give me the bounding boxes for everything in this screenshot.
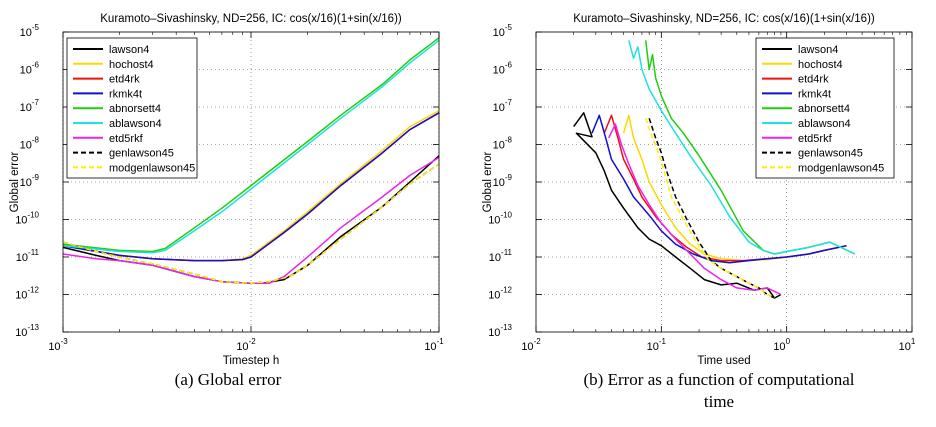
caption-2-line-1: (b) Error as a function of computational <box>584 370 855 389</box>
x-tick-label: 10-3 <box>48 337 68 353</box>
series-line-abnorsett4 <box>62 37 440 253</box>
series-line-ablawson4 <box>628 40 856 255</box>
x-tick-label: 10-1 <box>647 337 667 353</box>
y-tick-label: 10-12 <box>15 286 39 302</box>
y-axis-label: Global error <box>482 151 494 212</box>
legend-label-etd5rkf: etd5rkf <box>109 133 144 145</box>
legend-label-genlawson45: genlawson45 <box>109 148 174 160</box>
legend-label-modgenlawson45: modgenlawson45 <box>109 162 195 174</box>
series-line-rkmk4t <box>62 112 440 262</box>
legend-label-ablawson4: ablawson4 <box>109 118 162 130</box>
x-tick-label: 100 <box>773 337 790 353</box>
legend-label-abnorsett4: abnorsett4 <box>109 103 161 115</box>
y-tick-label: 10-6 <box>493 61 513 77</box>
legend-label-etd4rk: etd4rk <box>798 74 829 86</box>
legend-label-genlawson45: genlawson45 <box>798 148 863 160</box>
y-tick-label: 10-13 <box>15 323 39 339</box>
chart-title: Kuramoto–Sivashinsky, ND=256, IC: cos(x/… <box>100 13 402 25</box>
y-tick-label: 10-5 <box>20 23 40 39</box>
legend-label-rkmk4t: rkmk4t <box>109 88 142 100</box>
legend-label-lawson4: lawson4 <box>109 44 149 56</box>
caption-1-line-1: (a) Global error <box>175 370 282 389</box>
legend-label-ablawson4: ablawson4 <box>798 118 851 130</box>
legend-label-hochost4: hochost4 <box>798 59 843 71</box>
legend-label-lawson4: lawson4 <box>798 44 838 56</box>
minor-ticks <box>573 32 907 332</box>
legend: lawson4 hochost4 etd4rk rkmk4t abnorsett4 abl… <box>755 37 895 179</box>
y-tick-label: 10-13 <box>488 323 512 339</box>
y-tick-label: 10-11 <box>16 248 40 264</box>
x-axis-label: Time used <box>697 355 750 367</box>
chart-title: Kuramoto–Sivashinsky, ND=256, IC: cos(x/… <box>573 13 875 25</box>
legend-label-modgenlawson45: modgenlawson45 <box>798 162 884 174</box>
x-tick-label: 10-1 <box>424 337 444 353</box>
legend-label-etd5rkf: etd5rkf <box>798 133 833 145</box>
series-group <box>573 40 856 299</box>
x-tick-label: 101 <box>899 337 916 353</box>
minor-ticks <box>119 32 431 332</box>
legend-label-rkmk4t: rkmk4t <box>798 88 831 100</box>
caption-2-line-2: time <box>704 392 734 411</box>
legend: lawson4 hochost4 etd4rk rkmk4t abnorsett4 abl… <box>66 37 198 179</box>
legend-label-abnorsett4: abnorsett4 <box>798 103 850 115</box>
series-group <box>62 37 440 284</box>
x-tick-label: 10-2 <box>521 337 541 353</box>
chart-panel-2: 10-2 10-1 100 10110-1310-1210-1110-1010-910… <box>482 13 916 367</box>
series-line-modgenlawson45 <box>62 163 440 284</box>
y-tick-label: 10-11 <box>489 248 513 264</box>
series-line-ablawson4 <box>62 39 440 254</box>
y-tick-label: 10-5 <box>493 23 513 39</box>
series-line-etd5rkf <box>608 123 782 296</box>
y-tick-label: 10-8 <box>493 136 513 152</box>
series-line-lawson4 <box>573 112 782 299</box>
y-tick-label: 10-7 <box>493 98 513 114</box>
y-tick-label: 10-7 <box>20 98 40 114</box>
y-tick-label: 10-12 <box>488 286 512 302</box>
y-tick-label: 10-8 <box>20 136 40 152</box>
y-tick-label: 10-9 <box>20 173 40 189</box>
chart-panel-1: 10-3 10-2 10-110-1310-1210-1110-1010-910-8… <box>9 13 444 367</box>
y-tick-label: 10-9 <box>493 173 513 189</box>
series-line-modgenlawson45 <box>644 118 775 299</box>
y-tick-label: 10-6 <box>20 61 40 77</box>
y-axis-label: Global error <box>9 151 21 212</box>
legend-label-etd4rk: etd4rk <box>109 74 140 86</box>
x-tick-label: 10-2 <box>236 337 256 353</box>
legend-label-hochost4: hochost4 <box>109 59 154 71</box>
x-axis-label: Timestep h <box>223 355 279 367</box>
